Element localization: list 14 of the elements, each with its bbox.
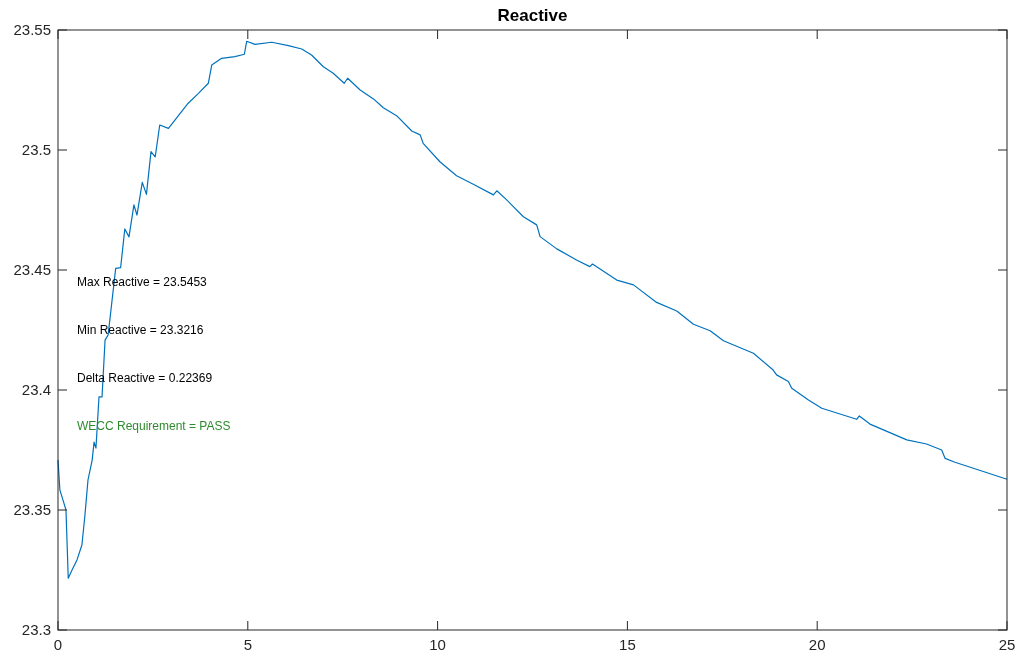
x-tick-label: 0	[53, 636, 63, 653]
x-tick-label: 15	[619, 636, 636, 653]
x-tick-label: 25	[998, 636, 1016, 653]
line-series	[57, 40, 1008, 579]
y-tick-label: 23.35	[13, 501, 51, 519]
y-tick-label: 23.4	[21, 381, 51, 399]
y-tick-label: 23.3	[21, 621, 51, 639]
y-tick-label: 23.45	[13, 261, 51, 279]
x-tick-label: 10	[429, 636, 446, 653]
x-tick-label: 20	[808, 636, 826, 653]
chart-title: Reactive	[497, 6, 568, 25]
y-tick-label: 23.55	[13, 21, 51, 39]
x-tick-label: 5	[243, 636, 252, 653]
y-tick-label: 23.5	[21, 141, 51, 159]
